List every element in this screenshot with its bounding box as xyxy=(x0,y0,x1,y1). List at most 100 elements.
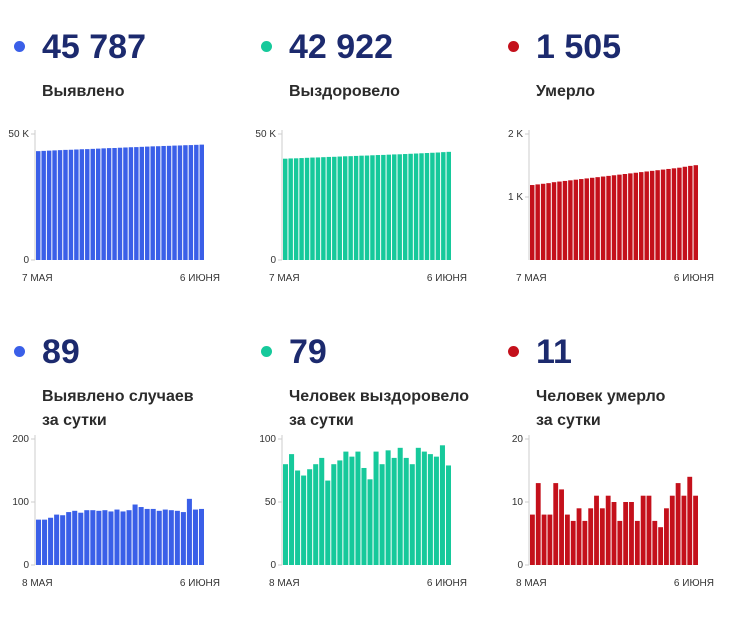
bar xyxy=(172,145,177,260)
bar xyxy=(60,515,66,565)
bar xyxy=(546,183,551,260)
bar xyxy=(101,148,106,260)
bar-chart: 1 K 2 K 7 МАЯ 6 ИЮНЯ xyxy=(508,129,714,284)
bar xyxy=(84,510,90,565)
bar xyxy=(90,148,95,260)
bar xyxy=(605,495,611,565)
bar xyxy=(112,147,117,260)
stat-label: Человек выздоровело за сутки xyxy=(289,385,469,433)
bar xyxy=(660,169,666,260)
panel-detected-total: 45 787 Выявлено 0 50 K 7 МАЯ 6 ИЮНЯ xyxy=(0,0,240,305)
bar xyxy=(664,508,669,565)
bullet-dot-icon xyxy=(14,346,25,357)
bar xyxy=(584,178,589,260)
bar xyxy=(199,144,204,260)
bar xyxy=(582,520,588,565)
bar xyxy=(617,520,623,565)
bar xyxy=(415,447,421,565)
bar xyxy=(606,175,611,260)
bar xyxy=(419,153,424,260)
bar xyxy=(530,185,535,260)
bar xyxy=(421,451,427,565)
stat-label: Выявлено случаев за сутки xyxy=(42,385,194,433)
bar xyxy=(319,457,325,565)
bar xyxy=(402,154,408,260)
bar xyxy=(68,149,74,260)
bar xyxy=(540,183,546,260)
bar-chart: 0 50 K 7 МАЯ 6 ИЮНЯ xyxy=(8,129,220,284)
y-tick-label: 10 xyxy=(512,497,524,508)
stat-label: Человек умерло за сутки xyxy=(536,385,665,433)
bar xyxy=(370,155,375,260)
bar-chart: 0 50 100 8 МАЯ 6 ИЮНЯ xyxy=(259,434,467,589)
stat-label-line: Человек умерло xyxy=(536,388,666,405)
bar xyxy=(183,145,188,260)
bar xyxy=(162,509,168,565)
bar xyxy=(295,470,301,565)
bar xyxy=(564,514,570,565)
bar xyxy=(343,451,349,565)
bar xyxy=(652,520,658,565)
bar xyxy=(628,173,633,261)
bar xyxy=(361,467,367,565)
bar xyxy=(289,454,295,565)
bar xyxy=(559,489,564,565)
bar xyxy=(128,147,134,260)
bar xyxy=(36,151,41,260)
bar xyxy=(348,156,353,260)
bar xyxy=(622,174,628,260)
bar xyxy=(639,172,644,260)
y-tick-label: 2 K xyxy=(508,129,523,140)
bar xyxy=(441,152,446,260)
bar xyxy=(96,510,102,565)
bar xyxy=(36,519,42,565)
bar xyxy=(693,165,698,260)
bar xyxy=(283,158,288,260)
bar xyxy=(433,456,439,565)
bar xyxy=(192,509,198,565)
bar xyxy=(386,154,392,260)
bar xyxy=(46,150,52,260)
bar xyxy=(600,176,606,260)
bar xyxy=(623,502,629,565)
bar xyxy=(74,149,79,260)
y-tick-label: 50 xyxy=(265,497,277,508)
bar xyxy=(576,508,582,565)
bar xyxy=(445,465,451,565)
bar xyxy=(629,502,634,565)
panel-recovered-total: 42 922 Выздоровело 0 50 K 7 МАЯ 6 ИЮНЯ xyxy=(247,0,487,305)
stat-label-line: Выздоровело xyxy=(289,83,400,100)
bar xyxy=(156,510,162,565)
bar xyxy=(666,168,671,260)
y-tick-label: 0 xyxy=(270,255,276,266)
bar xyxy=(41,150,46,260)
bar xyxy=(595,177,600,260)
bar xyxy=(588,508,594,565)
bar xyxy=(349,456,355,565)
bar xyxy=(446,151,451,260)
bar xyxy=(120,511,126,565)
stat-label-line: Человек выздоровело xyxy=(289,388,470,405)
bar xyxy=(283,464,289,565)
bar xyxy=(671,168,677,260)
bar xyxy=(293,158,299,260)
bar-chart: 0 10 20 8 МАЯ 6 ИЮНЯ xyxy=(512,434,714,589)
bar xyxy=(117,147,123,260)
bar xyxy=(331,464,337,565)
bar xyxy=(397,154,402,260)
bar-chart: 0 50 K 7 МАЯ 6 ИЮНЯ xyxy=(255,129,467,284)
bar xyxy=(48,517,54,565)
bar xyxy=(634,520,640,565)
bar xyxy=(646,495,652,565)
y-tick-label: 100 xyxy=(12,497,29,508)
bar xyxy=(150,146,155,260)
bar xyxy=(188,145,194,260)
stat-value: 45 787 xyxy=(42,28,146,66)
bar xyxy=(435,152,441,260)
bar xyxy=(640,495,646,565)
stat-value: 89 xyxy=(42,333,80,371)
bar xyxy=(326,156,332,260)
bar xyxy=(392,154,397,260)
bar xyxy=(570,520,576,565)
x-start-label: 8 МАЯ xyxy=(269,578,300,589)
